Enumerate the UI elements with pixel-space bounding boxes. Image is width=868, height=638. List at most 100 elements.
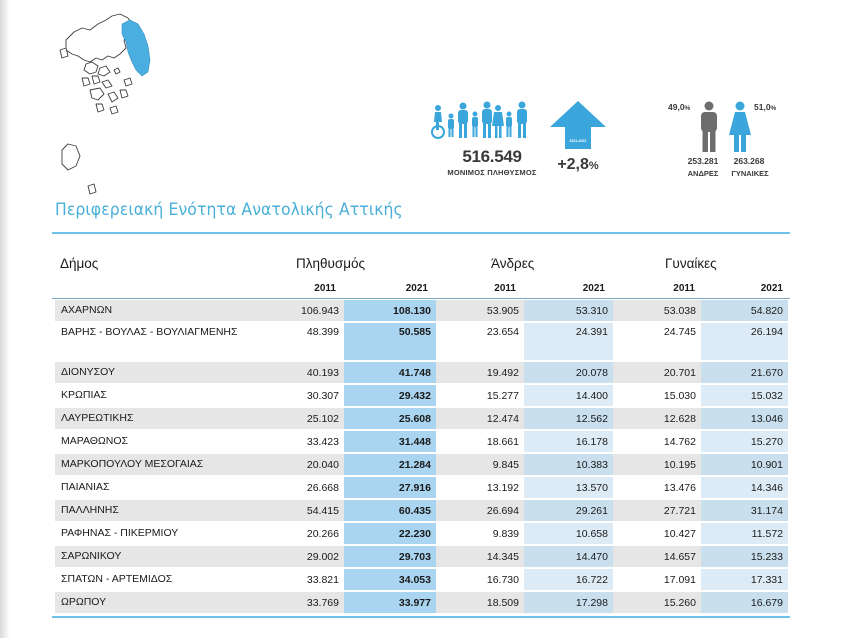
cell-men-2021: 53.310 bbox=[524, 300, 613, 323]
table-row: ΩΡΩΠΟΥ 33.769 33.977 18.509 17.298 15.26… bbox=[55, 591, 788, 615]
cell-women-2021: 17.331 bbox=[701, 568, 788, 592]
cell-men-2021: 17.298 bbox=[524, 591, 613, 615]
cell-women-2021: 54.820 bbox=[701, 300, 788, 323]
cell-women-2011: 53.038 bbox=[613, 300, 701, 323]
cell-pop-2021: 33.977 bbox=[344, 591, 436, 615]
cell-municipality: ΑΧΑΡΝΩΝ bbox=[55, 300, 284, 323]
cell-pop-2011: 106.943 bbox=[284, 300, 344, 323]
cell-women-2021: 21.670 bbox=[701, 361, 788, 385]
header-population: Πληθυσμός bbox=[296, 256, 366, 271]
cell-women-2021: 11.572 bbox=[701, 522, 788, 546]
table-row: ΔΙΟΝΥΣΟΥ 40.193 41.748 19.492 20.078 20.… bbox=[55, 361, 788, 385]
cell-women-2021: 26.194 bbox=[701, 322, 788, 362]
cell-pop-2011: 26.668 bbox=[284, 476, 344, 500]
cell-women-2011: 12.628 bbox=[613, 407, 701, 431]
change-unit: % bbox=[588, 160, 599, 172]
cell-men-2011: 13.192 bbox=[436, 476, 524, 500]
table-row: ΜΑΡΑΘΩΝΟΣ 33.423 31.448 18.661 16.178 14… bbox=[55, 430, 788, 454]
female-pct-unit: % bbox=[770, 105, 777, 112]
cell-pop-2021: 29.432 bbox=[344, 384, 436, 408]
page-title: Περιφερειακή Ενότητα Ανατολικής Αττικής bbox=[55, 200, 403, 220]
cell-men-2021: 29.261 bbox=[524, 499, 613, 523]
male-label: ΑΝΔΡΕΣ bbox=[687, 169, 719, 178]
cell-women-2021: 10.901 bbox=[701, 453, 788, 477]
cell-men-2021: 14.400 bbox=[524, 384, 613, 408]
cell-municipality: ΒΑΡΗΣ - ΒΟΥΛΑΣ - ΒΟΥΛΙΑΓΜΕΝΗΣ bbox=[55, 322, 284, 362]
cell-women-2011: 10.195 bbox=[613, 453, 701, 477]
cell-men-2011: 18.509 bbox=[436, 591, 524, 615]
cell-men-2011: 12.474 bbox=[436, 407, 524, 431]
total-population-label: ΜΟΝΙΜΟΣ ΠΛΗΘΥΣΜΟΣ bbox=[447, 168, 537, 177]
year-pop-2021: 2021 bbox=[405, 283, 428, 294]
cell-women-2011: 13.476 bbox=[613, 476, 701, 500]
cell-municipality: ΜΑΡΑΘΩΝΟΣ bbox=[55, 430, 284, 454]
male-pct-number: 49,0 bbox=[668, 102, 685, 112]
header-municipality: Δήμος bbox=[60, 256, 99, 271]
cell-pop-2021: 22.230 bbox=[344, 522, 436, 546]
cell-pop-2011: 33.769 bbox=[284, 591, 344, 615]
cell-pop-2011: 20.266 bbox=[284, 522, 344, 546]
cell-pop-2011: 40.193 bbox=[284, 361, 344, 385]
cell-men-2021: 14.470 bbox=[524, 545, 613, 569]
cell-women-2011: 15.030 bbox=[613, 384, 701, 408]
cell-men-2011: 15.277 bbox=[436, 384, 524, 408]
total-population-value: 516.549 bbox=[462, 147, 522, 166]
table-row: ΒΑΡΗΣ - ΒΟΥΛΑΣ - ΒΟΥΛΙΑΓΜΕΝΗΣ 48.399 50.… bbox=[55, 322, 788, 362]
cell-men-2011: 14.345 bbox=[436, 545, 524, 569]
cell-municipality: ΩΡΩΠΟΥ bbox=[55, 591, 284, 615]
cell-pop-2011: 29.002 bbox=[284, 545, 344, 569]
header-men: Άνδρες bbox=[491, 256, 535, 271]
cell-men-2011: 23.654 bbox=[436, 322, 524, 362]
cell-municipality: ΡΑΦΗΝΑΣ - ΠΙΚΕΡΜΙΟΥ bbox=[55, 522, 284, 546]
male-percentage: 49,0% bbox=[668, 102, 690, 112]
cell-women-2021: 15.270 bbox=[701, 430, 788, 454]
cell-women-2021: 31.174 bbox=[701, 499, 788, 523]
population-group-icon bbox=[431, 101, 527, 139]
table-row: ΠΑΛΛΗΝΗΣ 54.415 60.435 26.694 29.261 27.… bbox=[55, 499, 788, 523]
cell-pop-2011: 30.307 bbox=[284, 384, 344, 408]
male-pct-unit: % bbox=[684, 105, 691, 112]
male-count: 253.281 bbox=[687, 156, 719, 166]
greece-map bbox=[59, 13, 151, 195]
cell-pop-2021: 34.053 bbox=[344, 568, 436, 592]
cell-men-2011: 16.730 bbox=[436, 568, 524, 592]
cell-pop-2011: 20.040 bbox=[284, 453, 344, 477]
cell-men-2021: 10.383 bbox=[524, 453, 613, 477]
table-row: ΚΡΩΠΙΑΣ 30.307 29.432 15.277 14.400 15.0… bbox=[55, 384, 788, 408]
table-row: ΠΑΙΑΝΙΑΣ 26.668 27.916 13.192 13.570 13.… bbox=[55, 476, 788, 500]
cell-men-2021: 20.078 bbox=[524, 361, 613, 385]
cell-municipality: ΔΙΟΝΥΣΟΥ bbox=[55, 361, 284, 385]
cell-pop-2011: 33.423 bbox=[284, 430, 344, 454]
cell-pop-2021: 108.130 bbox=[344, 300, 436, 323]
cell-municipality: ΚΡΩΠΙΑΣ bbox=[55, 384, 284, 408]
cell-men-2011: 19.492 bbox=[436, 361, 524, 385]
cell-women-2021: 16.679 bbox=[701, 591, 788, 615]
cell-municipality: ΣΑΡΩΝΙΚΟΥ bbox=[55, 545, 284, 569]
female-label: ΓΥΝΑΙΚΕΣ bbox=[731, 169, 769, 178]
cell-women-2021: 15.233 bbox=[701, 545, 788, 569]
year-women-2011: 2011 bbox=[673, 283, 695, 294]
man-icon bbox=[701, 101, 717, 152]
female-count: 263.268 bbox=[733, 156, 765, 166]
divider-top bbox=[52, 232, 790, 234]
cell-pop-2011: 33.821 bbox=[284, 568, 344, 592]
cell-men-2011: 26.694 bbox=[436, 499, 524, 523]
cell-women-2011: 27.721 bbox=[613, 499, 701, 523]
cell-women-2021: 14.346 bbox=[701, 476, 788, 500]
cell-men-2011: 18.661 bbox=[436, 430, 524, 454]
cell-men-2021: 24.391 bbox=[524, 322, 613, 362]
female-percentage: 51,0% bbox=[754, 102, 776, 112]
cell-women-2021: 15.032 bbox=[701, 384, 788, 408]
table-row: ΛΑΥΡΕΩΤΙΚΗΣ 25.102 25.608 12.474 12.562 … bbox=[55, 407, 788, 431]
change-period-caption: 2011-2021 bbox=[569, 139, 587, 143]
change-number: +2,8 bbox=[557, 156, 589, 173]
cell-municipality: ΠΑΛΛΗΝΗΣ bbox=[55, 499, 284, 523]
cell-men-2011: 53.905 bbox=[436, 300, 524, 323]
cell-pop-2021: 25.608 bbox=[344, 407, 436, 431]
population-table: ΑΧΑΡΝΩΝ 106.943 108.130 53.905 53.310 53… bbox=[55, 300, 788, 615]
up-arrow-icon bbox=[550, 101, 606, 149]
cell-men-2021: 10.658 bbox=[524, 522, 613, 546]
woman-icon bbox=[729, 101, 751, 152]
female-pct-number: 51,0 bbox=[754, 102, 771, 112]
cell-pop-2021: 41.748 bbox=[344, 361, 436, 385]
